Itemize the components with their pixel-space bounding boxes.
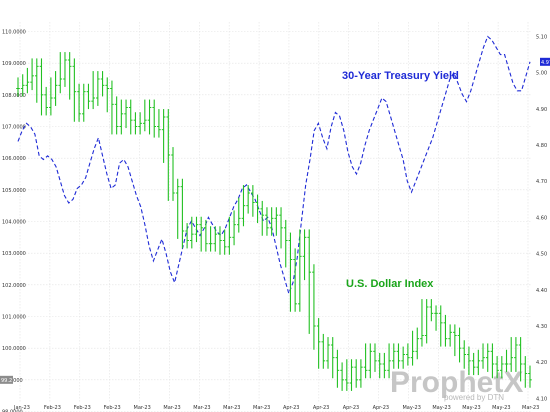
watermark-brand: ProphetX <box>390 366 523 399</box>
left-tick-label: 105.0000 <box>2 188 26 194</box>
x-tick-label: May-23 <box>462 405 480 411</box>
right-tick-label: 4.30 <box>536 324 547 330</box>
x-tick-label: Feb-23 <box>74 405 91 411</box>
left-tick-label: 102.0000 <box>2 283 26 289</box>
x-tick-label: Mar-23 <box>223 405 240 411</box>
x-tick-label: Apr-23 <box>313 405 330 411</box>
left-tick-label: 106.0000 <box>2 156 26 162</box>
x-tick-label: Mar-23 <box>522 405 539 411</box>
right-tick-label: 4.80 <box>536 143 547 149</box>
treasury-last-value: 4.97 <box>541 60 550 66</box>
left-tick-label: 100.0000 <box>2 346 26 352</box>
x-tick-label: Jan-23 <box>13 405 30 411</box>
x-tick-label: Apr-23 <box>343 405 360 411</box>
x-tick-label: Apr-23 <box>373 405 390 411</box>
left-tick-label: 98.0000 <box>2 410 23 412</box>
last-value-labels: 4.97 99.2 <box>0 57 550 384</box>
x-axis: Jan-23 Feb-23 Feb-23 Feb-23 Mar-23 Mar-23 Mar-… <box>13 405 539 411</box>
x-tick-label: Feb-23 <box>104 405 121 411</box>
left-tick-label: 104.0000 <box>2 220 26 226</box>
right-tick-label: 5.00 <box>536 71 547 77</box>
left-tick-label: 110.0000 <box>2 30 26 36</box>
right-tick-label: 4.10 <box>536 396 547 402</box>
left-tick-label: 101.0000 <box>2 315 26 321</box>
dollar-last-box <box>0 375 13 384</box>
left-tick-label: 107.0000 <box>2 125 26 131</box>
right-tick-label: 4.50 <box>536 252 547 258</box>
dollar-last-value: 99.2 <box>1 378 12 384</box>
x-tick-label: Mar-23 <box>193 405 210 411</box>
chart-grid <box>16 22 532 412</box>
right-tick-label: 4.60 <box>536 215 547 221</box>
right-axis: 5.10 5.00 4.90 4.80 4.70 4.60 4.50 4.40 4.30 4.20… <box>536 34 547 402</box>
watermark-sub: powered by DTN <box>444 393 504 402</box>
right-tick-label: 5.10 <box>536 34 547 40</box>
right-tick-label: 4.90 <box>536 107 547 113</box>
x-tick-label: Apr-23 <box>283 405 300 411</box>
treasury-yield-line <box>17 35 531 296</box>
right-tick-label: 4.20 <box>536 360 547 366</box>
series-layer <box>16 35 532 391</box>
left-tick-label: 103.0000 <box>2 251 26 257</box>
x-tick-label: Mar-23 <box>253 405 270 411</box>
right-tick-label: 4.70 <box>536 179 547 185</box>
left-tick-label: 108.0000 <box>2 93 26 99</box>
watermark: ProphetX powered by DTN <box>390 366 523 402</box>
treasury-yield-label: 30-Year Treasury Yield <box>342 70 459 82</box>
right-tick-label: 4.40 <box>536 288 547 294</box>
x-tick-label: Mar-23 <box>163 405 180 411</box>
x-tick-label: Mar-23 <box>134 405 151 411</box>
dollar-index-label: U.S. Dollar Index <box>346 278 434 290</box>
x-tick-label: May-23 <box>402 405 420 411</box>
dollar-index-bars <box>16 52 532 391</box>
x-tick-label: Feb-23 <box>44 405 61 411</box>
x-tick-label: May-23 <box>492 405 510 411</box>
left-tick-label: 109.0000 <box>2 61 26 67</box>
treasury-last-box <box>540 57 550 66</box>
x-tick-label: May-23 <box>432 405 450 411</box>
